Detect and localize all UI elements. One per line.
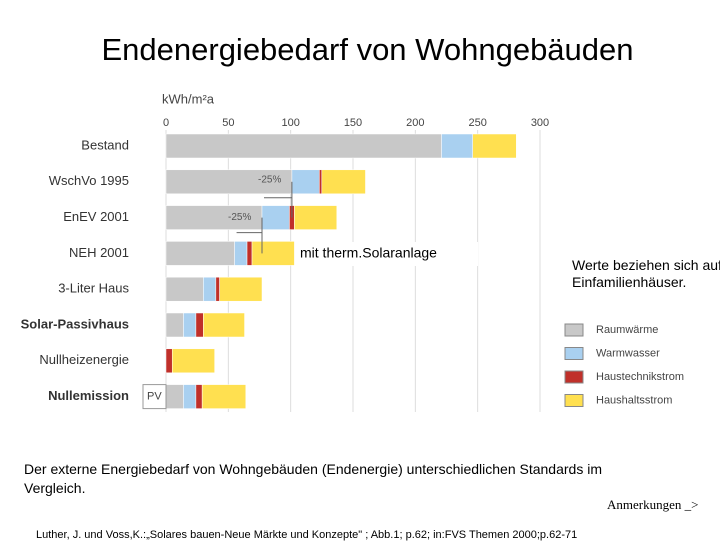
- bar-segment: [165, 384, 184, 409]
- bar-segment: [183, 312, 197, 338]
- bar-segment: [251, 241, 295, 266]
- bar-segment: [165, 169, 293, 195]
- bar-segment: [246, 241, 253, 266]
- y-tick-label: Nullemission: [48, 388, 129, 403]
- caption: Der externe Energiebedarf von Wohngebäud…: [24, 461, 602, 496]
- legend-label: Haushaltsstrom: [596, 394, 672, 406]
- annotation: -25%: [228, 212, 251, 223]
- bar-segment: [165, 133, 442, 159]
- legend-label: Haustechnikstrom: [596, 371, 684, 383]
- y-tick-label: 3-Liter Haus: [58, 281, 129, 296]
- bar-segment: [319, 169, 323, 195]
- annotation: -25%: [258, 174, 281, 185]
- bar-segment: [201, 384, 247, 409]
- y-tick-label: EnEV 2001: [63, 209, 129, 224]
- link[interactable]: Anmerkungen _>: [607, 497, 699, 512]
- legend-swatch: [564, 323, 584, 337]
- x-tick-label: 0: [163, 117, 169, 129]
- bar-segment: [171, 348, 215, 374]
- legend-swatch: [564, 394, 584, 407]
- legend-swatch: [564, 347, 584, 360]
- bar-segment: [165, 276, 204, 302]
- x-tick-label: 250: [468, 117, 486, 129]
- bar-segment: [294, 205, 338, 230]
- x-axis-label: kWh/m²a: [162, 91, 215, 106]
- bar-segment: [165, 205, 263, 230]
- bar-segment: [203, 276, 217, 302]
- x-tick-label: 300: [531, 117, 549, 129]
- bar-segment: [195, 384, 203, 409]
- bar-segment: [321, 169, 366, 195]
- bar-segment: [219, 276, 263, 302]
- legend-label: Warmwasser: [596, 347, 660, 359]
- bar-segment: [472, 133, 517, 159]
- annotation-box: [296, 242, 478, 266]
- bar-segment: [215, 276, 220, 302]
- note: Werte beziehen sich auf Einfamilienhäuse…: [572, 257, 720, 290]
- slide-title: Endenergiebedarf von Wohngebäuden: [101, 32, 634, 67]
- x-tick-label: 100: [281, 117, 299, 129]
- bar-segment: [183, 384, 197, 409]
- bar-segment: [234, 241, 248, 266]
- annotation: PV: [147, 391, 162, 403]
- bar-segment: [165, 348, 173, 374]
- annotation: mit therm.Solaranlage: [300, 245, 437, 261]
- x-tick-label: 150: [344, 117, 362, 129]
- y-tick-label: NEH 2001: [69, 245, 129, 260]
- x-tick-label: 200: [406, 117, 424, 129]
- bar-segment: [291, 169, 320, 195]
- bar-segment: [203, 312, 245, 338]
- y-tick-label: Nullheizenergie: [39, 352, 129, 367]
- y-tick-label: Solar-Passivhaus: [21, 316, 129, 331]
- bar-segment: [165, 241, 235, 266]
- bar-segment: [261, 205, 290, 230]
- legend-swatch: [564, 370, 584, 384]
- pv-box: [142, 384, 167, 410]
- x-tick-label: 50: [222, 117, 234, 129]
- legend-label: Raumwärme: [596, 324, 658, 336]
- bar-segment: [165, 312, 184, 338]
- bar-segment: [195, 312, 204, 338]
- y-tick-label: Bestand: [81, 137, 129, 152]
- citation: Luther, J. und Voss,K.:„Solares bauen-Ne…: [36, 529, 578, 541]
- y-tick-label: WschVo 1995: [49, 173, 129, 188]
- bar-segment: [441, 133, 473, 159]
